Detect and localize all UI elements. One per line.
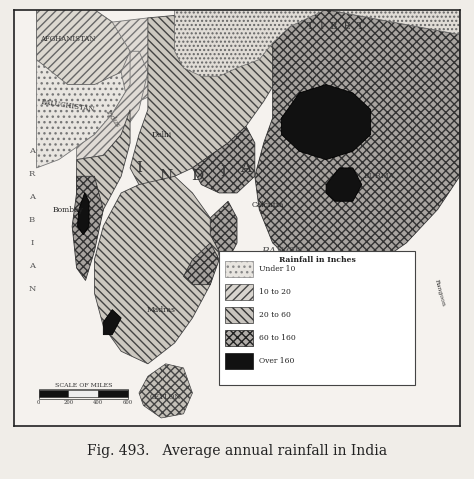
Polygon shape: [326, 168, 362, 201]
Polygon shape: [210, 201, 237, 260]
Text: AFGHANISTAN: AFGHANISTAN: [40, 35, 95, 43]
Text: Delhi: Delhi: [151, 131, 172, 138]
Text: BAY OF: BAY OF: [261, 247, 302, 256]
Text: Madras: Madras: [147, 306, 176, 314]
Text: A: A: [29, 262, 35, 270]
Bar: [98, 389, 128, 397]
Text: I: I: [136, 161, 142, 175]
Bar: [225, 261, 254, 277]
Polygon shape: [77, 193, 89, 235]
Text: 20 to 60: 20 to 60: [259, 311, 291, 319]
Polygon shape: [183, 243, 219, 285]
Polygon shape: [77, 110, 130, 268]
Text: 200: 200: [64, 400, 73, 405]
Text: Indus: Indus: [103, 107, 121, 128]
Text: SCALE OF MILES: SCALE OF MILES: [55, 383, 112, 388]
Polygon shape: [103, 309, 121, 335]
Polygon shape: [130, 10, 282, 184]
Text: 600: 600: [123, 400, 133, 405]
Polygon shape: [139, 364, 192, 418]
Text: CEYLON: CEYLON: [150, 393, 182, 401]
Text: B: B: [29, 216, 35, 224]
Text: I: I: [220, 165, 227, 179]
Text: N: N: [159, 169, 173, 183]
Text: Bombay: Bombay: [52, 205, 83, 214]
Bar: [225, 284, 254, 300]
Text: T  I  B  E  T: T I B E T: [307, 22, 364, 31]
Polygon shape: [282, 85, 371, 160]
Text: Under 10: Under 10: [259, 265, 295, 273]
Text: BENGAL: BENGAL: [258, 276, 305, 285]
Text: R: R: [29, 170, 35, 178]
Bar: [225, 307, 254, 323]
FancyBboxPatch shape: [219, 251, 415, 385]
Text: Rainfall in Inches: Rainfall in Inches: [279, 256, 356, 264]
Text: 400: 400: [93, 400, 103, 405]
Polygon shape: [77, 51, 148, 160]
Text: N: N: [28, 285, 36, 293]
Bar: [39, 389, 68, 397]
Text: 60 to 160: 60 to 160: [259, 334, 296, 342]
Text: Fig. 493.   Average annual rainfall in India: Fig. 493. Average annual rainfall in Ind…: [87, 445, 387, 458]
Text: A: A: [29, 147, 35, 155]
Text: A: A: [240, 161, 251, 175]
Text: BALUCHISTAN: BALUCHISTAN: [40, 98, 95, 113]
Polygon shape: [36, 10, 139, 85]
Text: D: D: [191, 169, 203, 183]
Text: Rangoon: Rangoon: [434, 279, 446, 307]
Polygon shape: [255, 10, 460, 276]
Bar: [225, 330, 254, 346]
Polygon shape: [174, 10, 460, 76]
Text: Over 160: Over 160: [259, 357, 294, 365]
Polygon shape: [192, 126, 255, 193]
Text: 0: 0: [37, 400, 40, 405]
Polygon shape: [94, 176, 219, 364]
Text: A: A: [29, 193, 35, 201]
Polygon shape: [112, 18, 183, 101]
Polygon shape: [72, 176, 103, 281]
Bar: [39, 389, 128, 399]
Text: I: I: [30, 239, 34, 247]
Text: 10 to 20: 10 to 20: [259, 288, 291, 296]
Text: BURMA: BURMA: [364, 172, 395, 180]
Polygon shape: [36, 10, 130, 168]
Text: Calcutta: Calcutta: [252, 202, 284, 209]
Bar: [225, 353, 254, 369]
Bar: [68, 389, 98, 397]
